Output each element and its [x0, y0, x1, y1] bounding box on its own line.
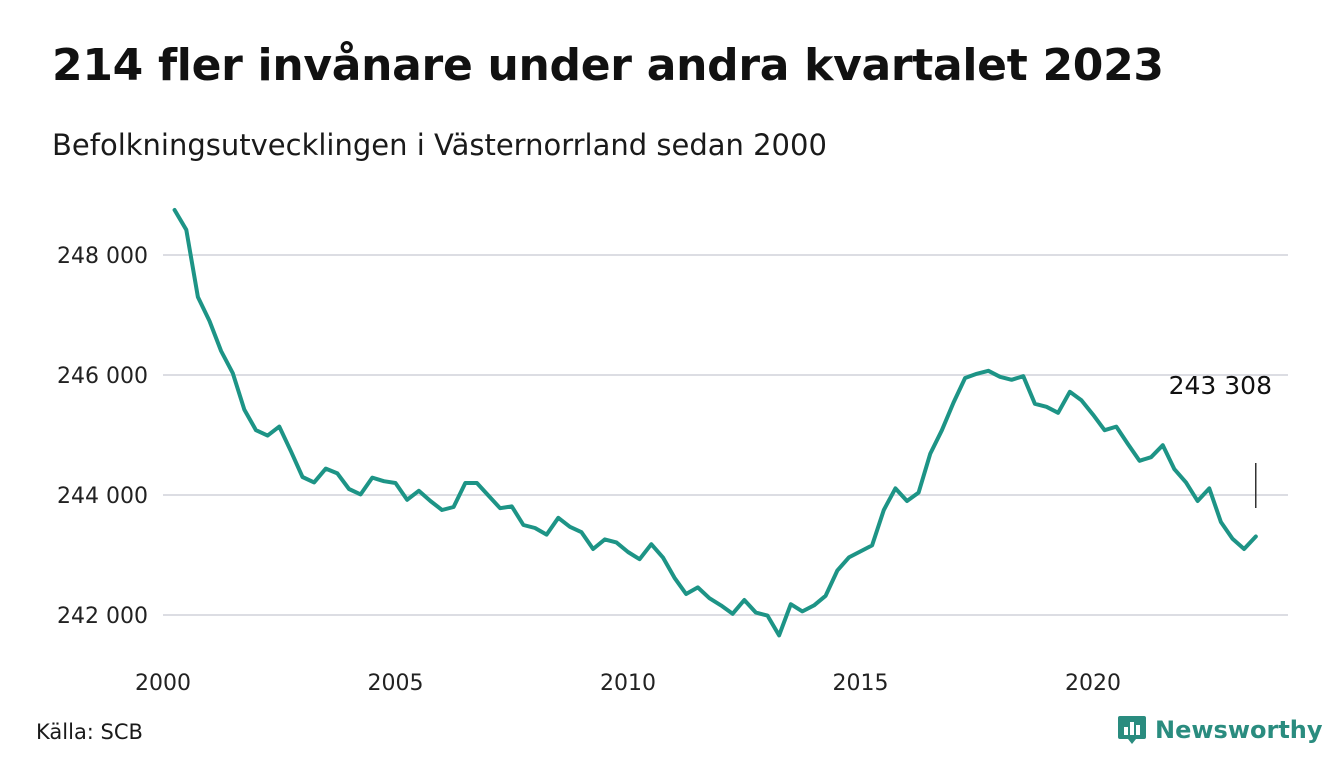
series-layer	[172, 208, 1258, 638]
population-line	[172, 208, 1258, 638]
y-tick-label: 248 000	[57, 244, 148, 269]
chart-title: 214 fler invånare under andra kvartalet …	[52, 40, 1164, 91]
y-tick-label: 244 000	[57, 484, 148, 509]
chart-subtitle: Befolkningsutvecklingen i Västernorrland…	[52, 128, 827, 162]
annotation-label: 243 308	[1169, 371, 1272, 400]
y-tick-label: 242 000	[57, 604, 148, 629]
y-axis-tick-labels: 248 000 246 000 244 000 242 000	[57, 244, 148, 629]
source-note: Källa: SCB	[36, 720, 143, 744]
newsworthy-logo-icon	[1118, 716, 1146, 744]
brand-name: Newsworthy	[1155, 716, 1323, 744]
x-tick-label: 2000	[135, 671, 191, 696]
x-tick-label: 2010	[600, 671, 656, 696]
x-tick-label: 2020	[1065, 671, 1121, 696]
brand-logo[interactable]: Newsworthy	[1117, 714, 1323, 746]
x-tick-label: 2005	[368, 671, 424, 696]
y-tick-label: 246 000	[57, 364, 148, 389]
annotation-layer: 243 308	[1169, 371, 1272, 508]
gridlines	[163, 254, 1288, 616]
x-axis-tick-labels: 2000 2005 2010 2015 2020	[135, 671, 1121, 696]
x-tick-label: 2015	[833, 671, 889, 696]
